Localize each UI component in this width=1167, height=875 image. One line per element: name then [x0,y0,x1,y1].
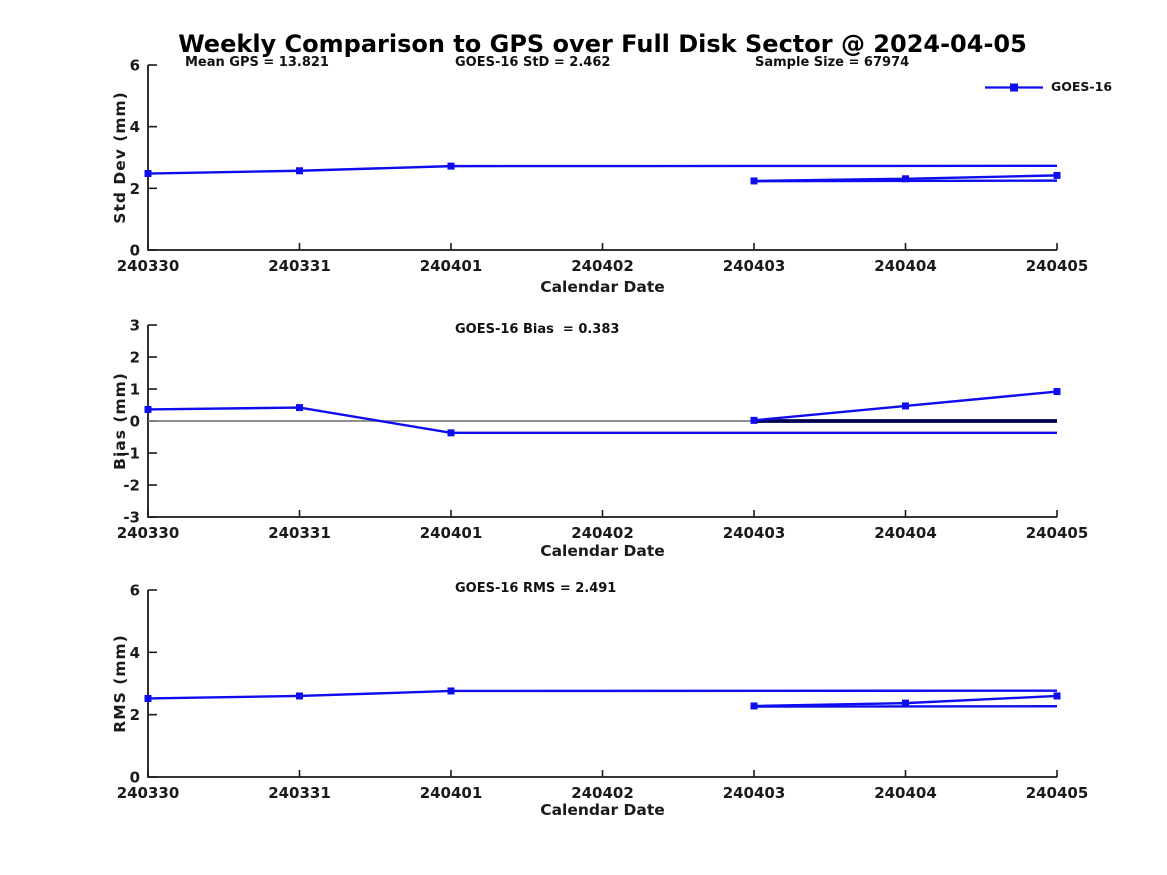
y-tick-label: 1 [130,381,140,399]
annotation-goes16-bias: GOES-16 Bias = 0.383 [455,322,620,337]
x-tick-label: 240331 [268,784,331,802]
x-tick-label: 240403 [723,524,786,542]
series-marker-goes16-arc2 [1053,388,1061,396]
x-tick-label: 240403 [723,784,786,802]
y-tick-label: -2 [123,477,140,495]
y-tick-label: 2 [130,349,140,367]
x-tick-label: 240401 [420,524,483,542]
x-tick-label: 240402 [571,784,634,802]
y-tick-label: -1 [123,445,140,463]
y-tick-label: -3 [123,509,140,527]
y-axis-label: Bias (mm) [111,372,129,470]
x-tick-label: 240402 [571,524,634,542]
annotation-sample-size: Sample Size = 67974 [755,55,910,70]
series-marker-goes16-arc1 [144,405,152,413]
y-axis-label: RMS (mm) [111,634,129,732]
x-tick-label: 240330 [117,784,180,802]
y-axis-label: Std Dev (mm) [111,91,129,223]
series-marker-goes16-arc1 [296,404,303,412]
series-marker-goes16-arc1 [296,167,303,175]
y-tick-label: 4 [130,644,140,662]
series-marker-goes16-arc1 [144,170,152,178]
legend-entry-goes16: GOES-16 [1051,79,1113,94]
x-axis-label-bias: Calendar Date [540,542,665,560]
x-tick-label: 240331 [268,257,331,275]
y-tick-label: 0 [130,413,140,431]
x-tick-label: 240405 [1026,784,1089,802]
x-tick-label: 240404 [874,524,937,542]
series-marker-goes16-arc2 [750,416,758,424]
series-marker-goes16-arc2 [1053,171,1061,179]
x-tick-label: 240330 [117,524,180,542]
y-tick-label: 0 [130,242,140,260]
annotation-mean-gps: Mean GPS = 13.821 [185,55,329,70]
series-marker-goes16-arc2 [902,175,909,183]
x-tick-label: 240401 [420,257,483,275]
series-marker-goes16-arc2 [902,402,909,410]
series-marker-goes16-arc2 [1053,692,1061,700]
x-tick-label: 240404 [874,784,937,802]
y-tick-label: 4 [130,118,140,136]
x-tick-label: 240405 [1026,257,1089,275]
series-marker-goes16-arc1 [296,692,303,700]
series-marker-goes16-arc2 [902,699,909,707]
y-tick-label: 3 [130,317,140,335]
x-tick-label: 240404 [874,257,937,275]
series-line-goes16-arc2-extension [753,179,1058,183]
x-axis-label-rms: Calendar Date [540,801,665,819]
y-tick-label: 2 [130,180,140,198]
annotation-goes16-std: GOES-16 StD = 2.462 [455,55,611,70]
y-tick-label: 6 [130,582,140,600]
x-tick-label: 240403 [723,257,786,275]
y-tick-label: 6 [130,57,140,75]
annotation-goes16-rms: GOES-16 RMS = 2.491 [455,581,617,596]
axis-spines [147,65,1057,251]
y-tick-label: 2 [130,706,140,724]
x-tick-label: 240401 [420,784,483,802]
axis-spines [147,590,1057,778]
page-title: Weekly Comparison to GPS over Full Disk … [178,30,1027,58]
x-tick-label: 240402 [571,257,634,275]
series-marker-goes16-arc1 [144,694,152,702]
x-axis-label-std: Calendar Date [540,278,665,296]
x-tick-label: 240405 [1026,524,1089,542]
x-tick-label: 240330 [117,257,180,275]
legend-marker-sample [1010,83,1018,92]
x-tick-label: 240331 [268,524,331,542]
y-tick-label: 0 [130,769,140,787]
